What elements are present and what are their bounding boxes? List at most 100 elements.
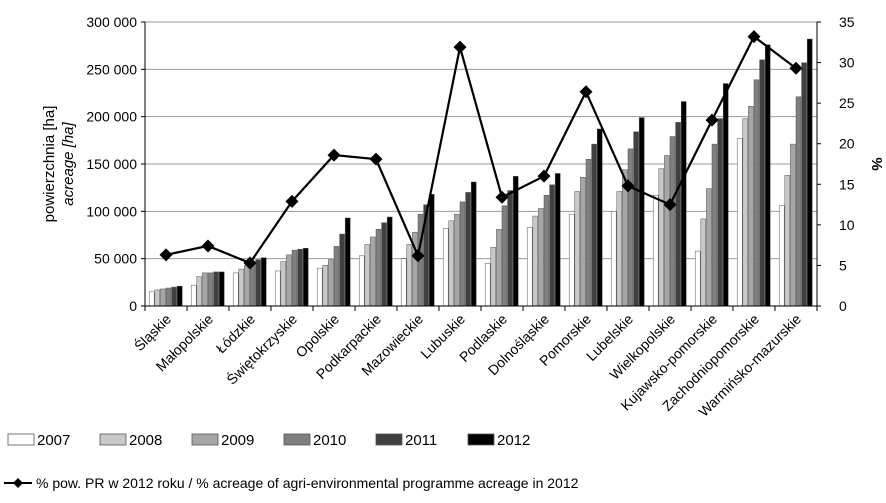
line-point — [159, 248, 173, 262]
bar-2009 — [454, 213, 460, 307]
bar-2012 — [512, 176, 519, 307]
bar-2009 — [202, 272, 208, 307]
bar-2010 — [501, 205, 508, 307]
bar-2011 — [759, 59, 765, 307]
bar-2012 — [176, 285, 183, 307]
y2-tick-label: 30 — [839, 55, 855, 71]
bar-2009 — [790, 143, 796, 307]
bar-2009 — [538, 208, 544, 307]
bar-2007 — [232, 272, 239, 307]
bar-2008 — [574, 191, 581, 307]
bar-2012 — [470, 181, 477, 307]
bar-2011 — [507, 190, 513, 307]
bar-2008 — [448, 220, 455, 307]
line-point — [411, 249, 425, 263]
legend-swatch-2012 — [467, 433, 495, 446]
bar-2012 — [680, 101, 687, 307]
bar-2010 — [375, 229, 382, 307]
bar-2010 — [711, 143, 718, 307]
bar-2010 — [249, 262, 256, 307]
legend-swatch-2007 — [7, 433, 35, 446]
axes — [141, 21, 821, 311]
bar-2012 — [344, 217, 351, 307]
bar-2010 — [795, 96, 802, 307]
y2-tick-label: 10 — [839, 217, 855, 233]
bar-2007 — [736, 138, 743, 307]
bar-2011 — [591, 143, 597, 307]
bar-2010 — [669, 136, 676, 307]
x-tick-label: Świętokrzyskie — [223, 310, 301, 388]
bar-2009 — [496, 229, 502, 307]
legend-label-2007: 2007 — [37, 432, 70, 449]
y2-axis-title: % — [868, 157, 885, 170]
bar-2009 — [706, 188, 712, 307]
bar-2012 — [386, 216, 393, 307]
bar-2007 — [358, 255, 365, 307]
line-point — [285, 194, 299, 208]
bar-2008 — [658, 168, 665, 307]
line-point — [453, 40, 467, 54]
line-point — [201, 239, 215, 253]
bar-2008 — [322, 265, 329, 307]
bar-2011 — [717, 118, 723, 307]
bar-2009 — [580, 177, 586, 307]
bar-2012 — [428, 194, 435, 307]
bar-2011 — [339, 233, 345, 307]
legend-swatch-2010 — [283, 433, 311, 446]
bar-2011 — [297, 248, 303, 307]
bar-2007 — [610, 211, 617, 307]
legend-label-2010: 2010 — [313, 432, 346, 449]
legend-label-2008: 2008 — [129, 432, 162, 449]
bar-2010 — [543, 194, 550, 307]
bar-2007 — [190, 284, 197, 307]
line-point — [663, 198, 677, 212]
bar-2007 — [778, 205, 785, 307]
bar-2008 — [196, 276, 203, 307]
bar-2010 — [627, 148, 634, 307]
bar-2008 — [364, 244, 371, 307]
y-tick-label: 100 000 — [86, 203, 137, 219]
bar-2008 — [406, 244, 413, 307]
bar-2007 — [484, 263, 491, 307]
bar-2009 — [286, 254, 292, 307]
bar-2007 — [526, 227, 533, 307]
bar-2009 — [664, 155, 670, 307]
bar-2010 — [207, 272, 214, 307]
y-tick-label: 300 000 — [86, 14, 137, 30]
line-point — [369, 152, 383, 166]
y-axis-title: powierzchnia [ha] — [41, 106, 58, 223]
line-series-group — [159, 30, 803, 270]
bar-2007 — [316, 267, 323, 307]
bar-2009 — [748, 106, 754, 307]
bar-2008 — [616, 191, 623, 307]
y-tick-label: 250 000 — [86, 61, 137, 77]
bar-2009 — [370, 236, 376, 307]
line-series — [165, 34, 797, 265]
y2-tick-label: 20 — [839, 136, 855, 152]
legend-line-marker — [13, 478, 23, 488]
bar-2008 — [532, 215, 539, 307]
line-point — [327, 148, 341, 162]
bar-2011 — [171, 286, 177, 307]
bar-2007 — [274, 270, 281, 307]
bar-2012 — [638, 117, 645, 307]
bar-2012 — [554, 173, 561, 307]
line-point — [495, 190, 509, 204]
bar-2012 — [722, 83, 729, 307]
y2-tick-label: 25 — [839, 95, 855, 111]
legend-swatch-2008 — [99, 433, 127, 446]
y2-tick-label: 15 — [839, 176, 855, 192]
bar-2012 — [806, 38, 813, 307]
bar-2009 — [160, 288, 166, 307]
y-tick-label: 200 000 — [86, 109, 137, 125]
bar-2011 — [465, 192, 471, 307]
bar-2010 — [165, 287, 172, 307]
bar-2008 — [238, 268, 245, 307]
bar-2012 — [764, 44, 771, 307]
bar-2009 — [244, 265, 250, 307]
y2-tick-label: 0 — [839, 298, 847, 314]
bar-2011 — [549, 184, 555, 307]
legend-swatch-2009 — [191, 433, 219, 446]
y-tick-label: 0 — [129, 298, 137, 314]
